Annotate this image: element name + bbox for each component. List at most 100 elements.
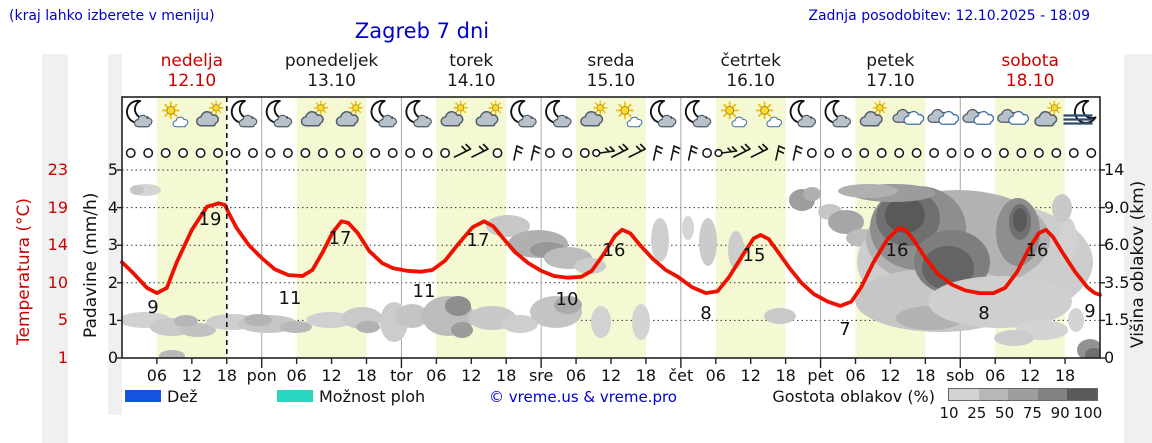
day-name: sreda (587, 51, 635, 71)
wind-symbol-c (440, 148, 451, 158)
time-label-06: 06 (985, 366, 1006, 385)
wind-symbol-c (1086, 148, 1097, 158)
moon-cloud-icon (126, 99, 153, 128)
wind-symbol-c (929, 148, 940, 158)
wind-symbol-c (806, 148, 817, 158)
wind-symbol-c (981, 148, 992, 158)
temperature-extreme-label: 16 (886, 240, 909, 261)
wind-symbol-v (513, 145, 524, 161)
time-label-18: 18 (635, 366, 657, 385)
day-name: ponedeljek (284, 51, 379, 71)
temperature-extreme-label: 17 (467, 230, 490, 251)
wind-symbol-d (471, 143, 489, 158)
time-label-12: 12 (181, 366, 203, 385)
precip-tick: 5 (107, 160, 118, 179)
cloud-height-tick: 14 (1104, 160, 1125, 179)
cloud-blob (280, 321, 312, 333)
rain-legend-swatch (125, 390, 161, 402)
temperature-tick: 19 (47, 197, 68, 217)
day-date: 18.10 (1005, 70, 1055, 91)
day-date: 14.10 (446, 70, 496, 91)
day-header-sobota: sobota 18.10 (960, 51, 1100, 91)
density-scale-segment (1037, 389, 1068, 400)
cloud-blob (885, 197, 925, 233)
wind-symbol-c (911, 148, 922, 158)
cloud-height-tick: 9.0 (1104, 197, 1130, 217)
cloud-blob (502, 315, 538, 333)
cloud-blob (651, 218, 669, 262)
wind-symbol-c (335, 148, 346, 158)
cloud-blob (174, 315, 198, 327)
day-header-petek: petek 17.10 (820, 51, 960, 91)
wind-symbol-c (1051, 148, 1062, 158)
density-scale-number: 75 (1022, 404, 1042, 422)
wind-symbol-v (530, 145, 541, 161)
time-label-06: 06 (146, 366, 168, 385)
cloud-height-tick: 1.5 (1104, 310, 1130, 330)
day-name: četrtek (720, 51, 781, 71)
showers-legend-swatch (277, 390, 313, 402)
cloud-blob (554, 296, 582, 314)
cloud-blob (451, 322, 473, 338)
density-scale-segment (949, 389, 979, 400)
temperature-tick: 5 (57, 310, 68, 330)
time-label-12: 12 (461, 366, 482, 385)
time-label-sre: sre (528, 366, 554, 385)
wind-symbol-d (750, 143, 769, 158)
moon-cloud-icon (824, 99, 852, 128)
time-label-18: 18 (496, 366, 517, 385)
day-name: torek (449, 51, 494, 71)
temperature-extreme-label: 19 (199, 209, 222, 230)
wind-symbol-c (998, 148, 1009, 158)
wind-symbol-c (282, 148, 293, 158)
wind-symbol-c (422, 148, 433, 158)
wind-symbol-c (1016, 148, 1027, 158)
cloud-blob (306, 312, 354, 328)
wind-symbol-c (405, 148, 416, 158)
density-scale-segment (1067, 389, 1097, 400)
wind-symbol-c (859, 148, 870, 158)
wind-symbol-v (670, 145, 681, 161)
cloud-blob (1052, 194, 1072, 222)
moon-cloud-icon (789, 99, 817, 128)
day-date: 13.10 (307, 70, 356, 91)
wind-symbol-h (714, 146, 738, 158)
temperature-extreme-label: 15 (743, 245, 766, 266)
wind-symbol-d (628, 143, 646, 158)
cloud-blob (356, 321, 380, 333)
day-header-nedelja: nedelja 12.10 (122, 51, 262, 91)
cloud-blob (838, 184, 898, 198)
moon-cloud-icon (684, 99, 712, 128)
time-label-12: 12 (740, 366, 761, 385)
cloud-blob (591, 306, 611, 338)
density-scale-number: 100 (1073, 404, 1103, 422)
time-label-12: 12 (600, 366, 622, 385)
time-label-čet: čet (668, 366, 694, 385)
moon-cloud-icon (649, 99, 677, 128)
density-scale-segment (1008, 389, 1038, 400)
wind-symbol-c (178, 148, 189, 158)
wind-symbol-c (964, 148, 974, 158)
bg-strip-left (42, 54, 68, 443)
moon-cloud-icon (265, 99, 293, 128)
temperature-extreme-label: 9 (1084, 301, 1095, 322)
density-scale-number: 25 (967, 404, 987, 422)
temperature-extreme-label: 8 (700, 303, 711, 324)
credit-link[interactable]: © vreme.us & vreme.pro (489, 388, 677, 406)
time-label-pon: pon (246, 366, 277, 385)
menu-hint-text: (kraj lahko izberete v meniju) (9, 8, 215, 24)
cloud-density-label: Gostota oblakov (%) (772, 387, 935, 406)
cloud-blob (803, 187, 821, 201)
wind-symbol-c (387, 148, 398, 158)
precip-tick: 2 (107, 272, 118, 292)
density-scale-segment (978, 389, 1009, 400)
wind-symbol-d (733, 143, 751, 158)
clouds-icon (927, 108, 960, 125)
temperature-axis-title: Temperatura (°C) (14, 197, 34, 345)
wind-symbol-c (352, 148, 363, 158)
page-title: Zagreb 7 dni (354, 19, 490, 43)
cloud-blob (994, 330, 1034, 346)
last-update-text: Zadnja posodobitev: 12.10.2025 - 18:09 (808, 8, 1090, 24)
